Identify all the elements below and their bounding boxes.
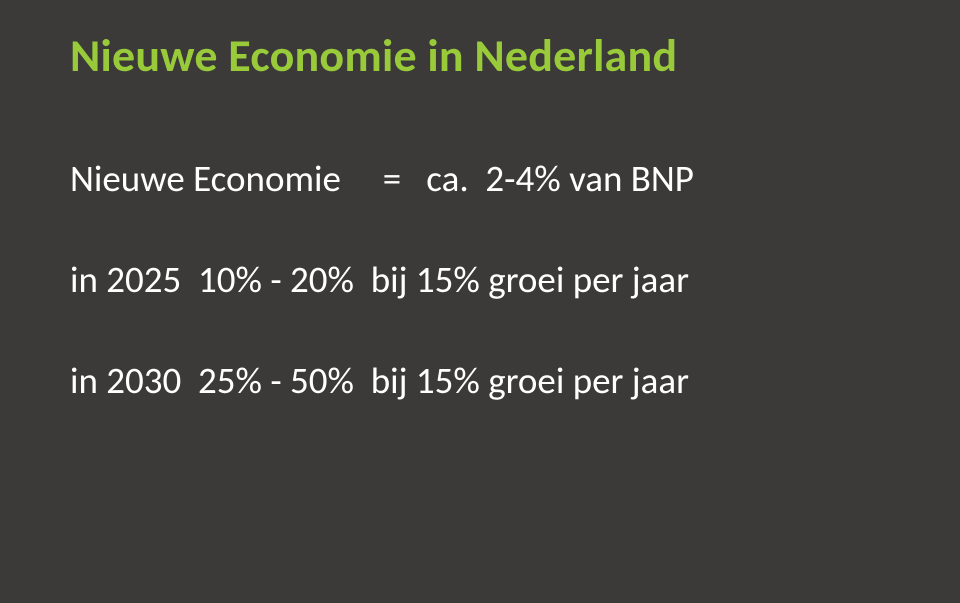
body-line-2: in 2025 10% - 20% bij 15% groei per jaar — [70, 257, 890, 302]
slide-title: Nieuwe Economie in Nederland — [70, 28, 890, 84]
body-line-1: Nieuwe Economie = ca. 2-4% van BNP — [70, 156, 890, 201]
body-line-3: in 2030 25% - 50% bij 15% groei per jaar — [70, 358, 890, 403]
slide: Nieuwe Economie in Nederland Nieuwe Econ… — [0, 0, 960, 603]
